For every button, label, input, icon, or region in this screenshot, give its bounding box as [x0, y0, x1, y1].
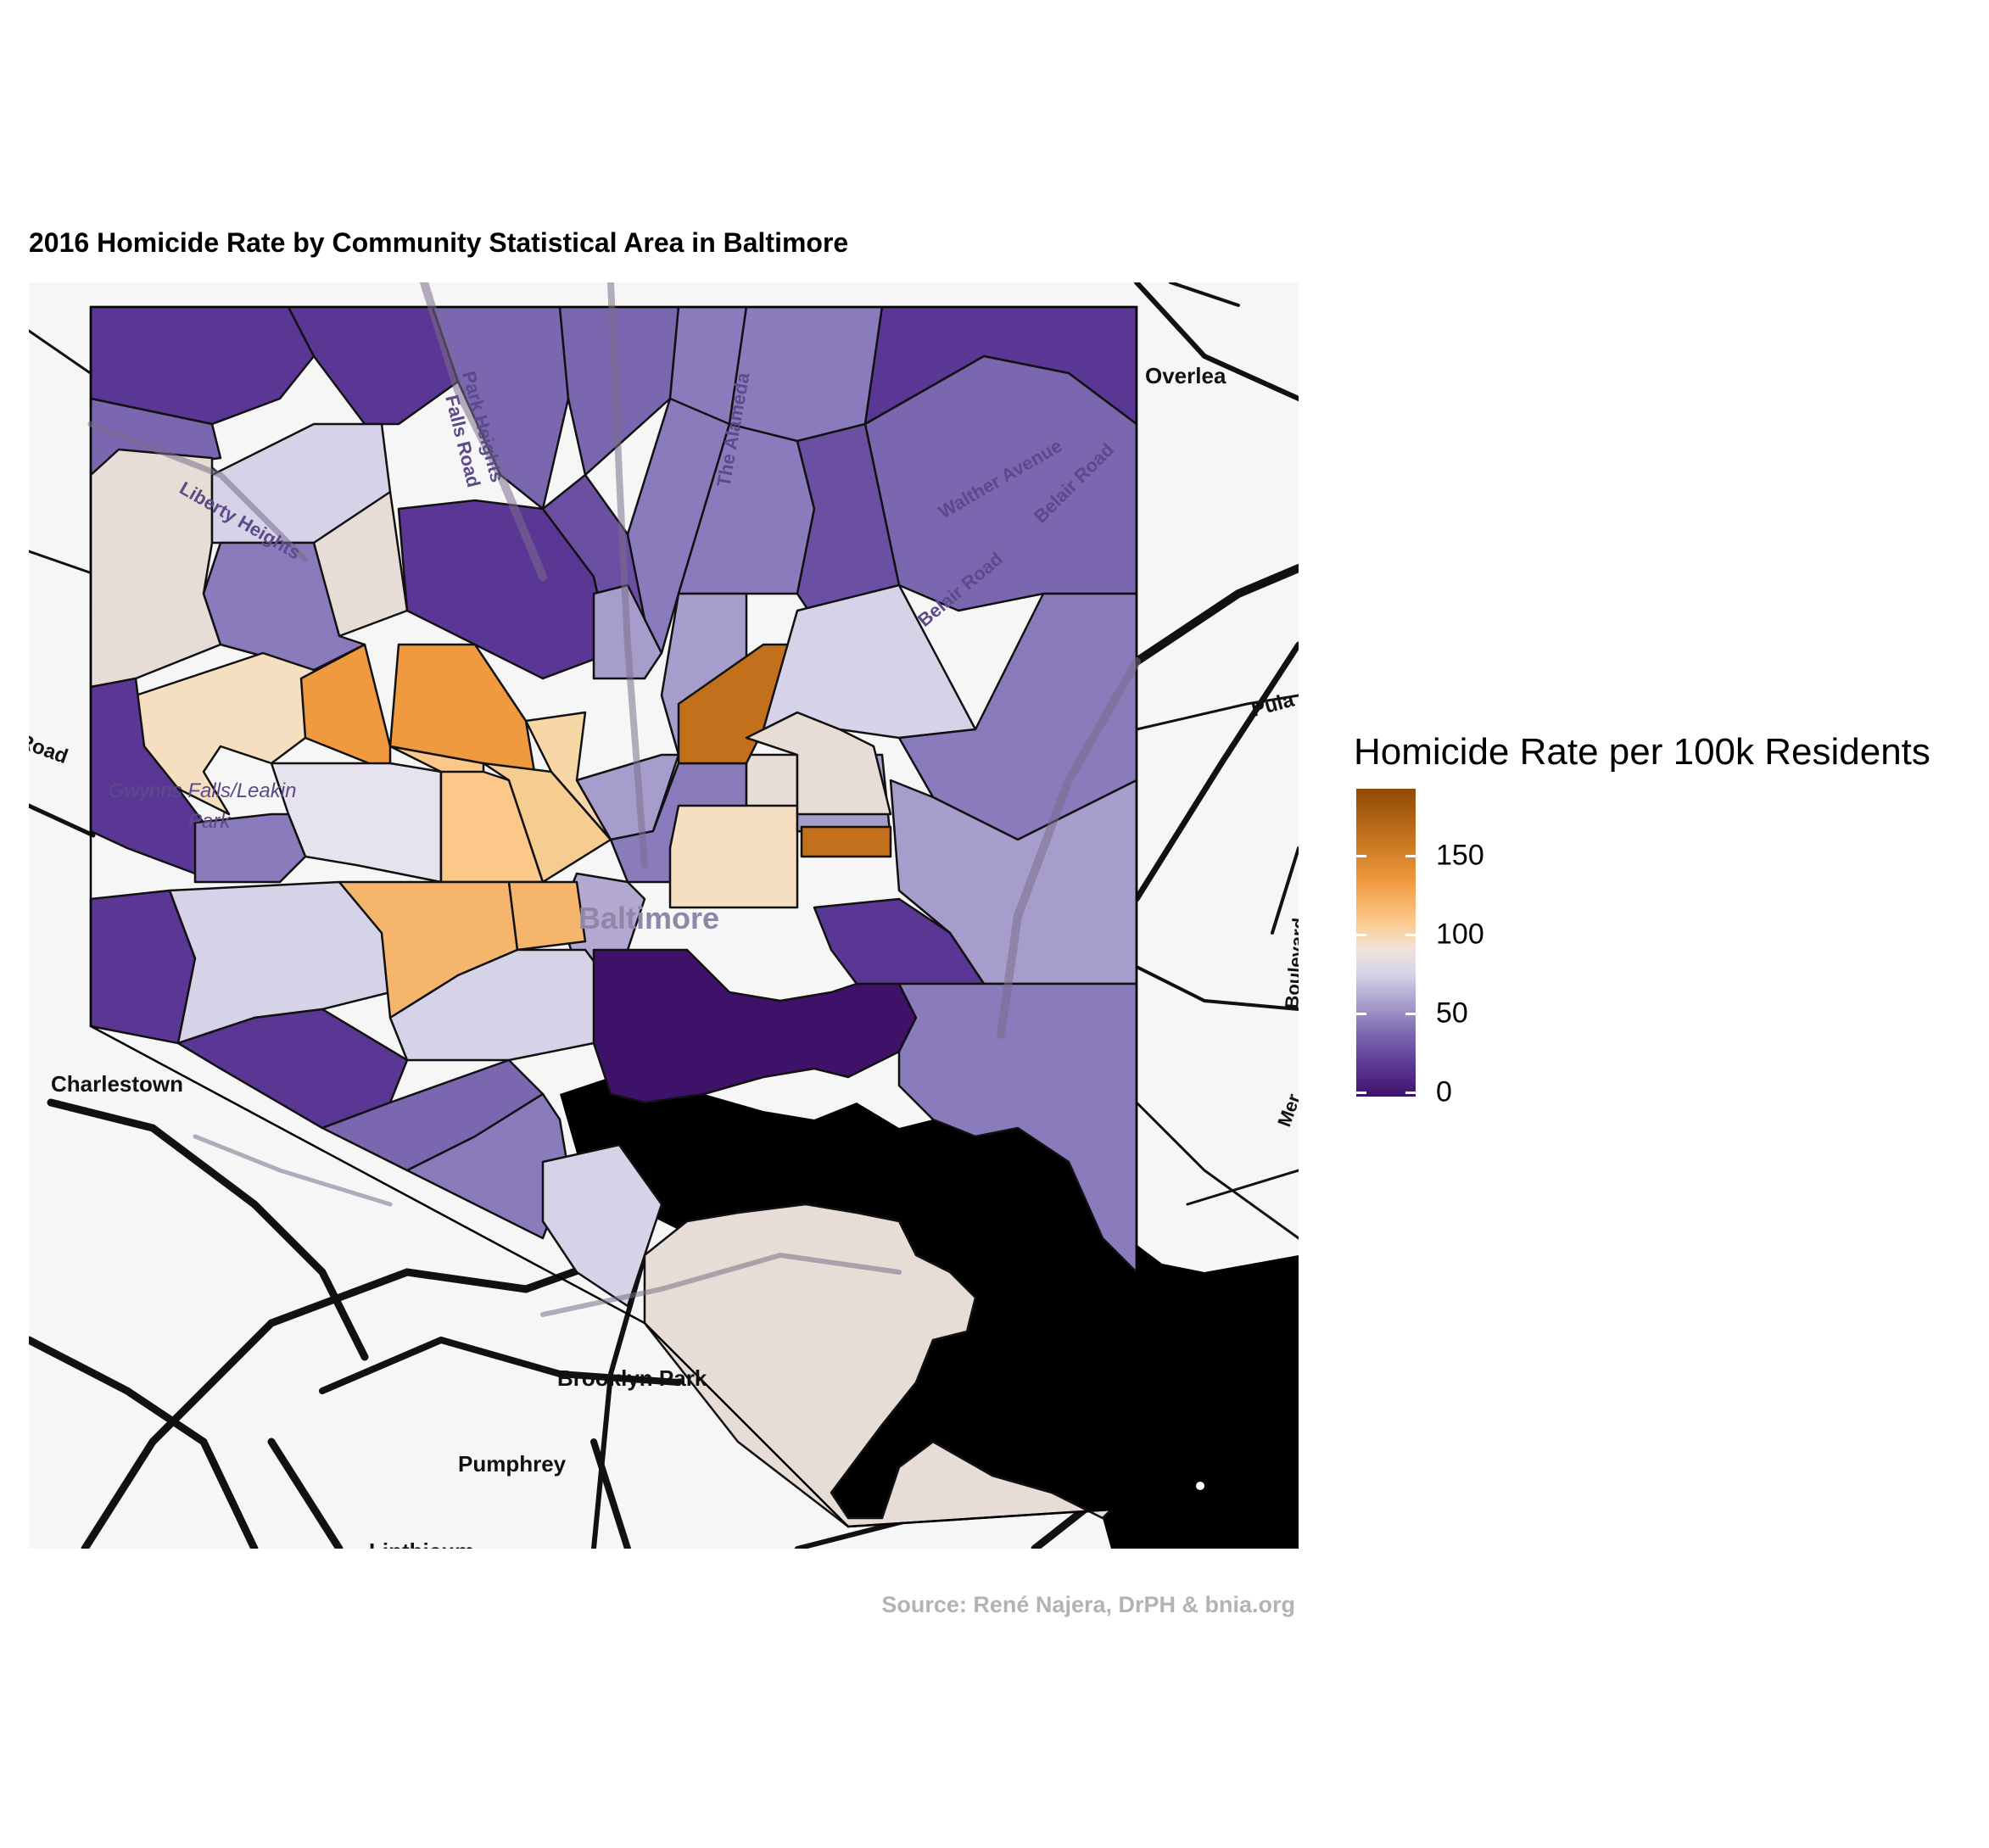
legend-tick-mark — [1405, 1013, 1416, 1015]
csa-polygon — [800, 825, 892, 858]
legend-tick-mark — [1356, 934, 1366, 936]
legend-tick-mark — [1356, 1091, 1366, 1094]
csa-polygon — [193, 812, 307, 884]
source-caption: Source: René Najera, DrPH & bnia.org — [881, 1592, 1295, 1617]
legend-tick-label: 100 — [1436, 918, 1484, 951]
place-label-brooklyn-park: Brooklyn Park — [557, 1365, 707, 1391]
legend-tick-mark — [1356, 855, 1366, 857]
csa-polygon — [668, 804, 799, 909]
legend-tick-mark — [1405, 934, 1416, 936]
map-panel: Overlea Charlestown Brooklyn Park Pumphr… — [29, 282, 1299, 1564]
highways — [87, 282, 1141, 1317]
place-label-charlestown: Charlestown — [51, 1071, 183, 1097]
csa-polygon — [728, 305, 884, 443]
legend-tick-label: 50 — [1436, 997, 1468, 1030]
csa-polygon — [507, 880, 587, 952]
place-label-park: Park — [188, 810, 232, 833]
place-label-pumphrey: Pumphrey — [458, 1451, 567, 1477]
csa-polygon — [299, 643, 392, 773]
legend-colorbar — [1356, 789, 1416, 1097]
csa-polygon — [405, 1092, 570, 1240]
csa-polygon — [575, 753, 680, 841]
place-label-gwynns-falls: Gwynns Falls/Leakin — [109, 779, 296, 802]
harbor-water — [560, 1077, 1299, 1549]
water-marker — [1196, 1482, 1204, 1490]
basemap-roads — [29, 282, 1299, 1549]
legend-tick-mark — [1356, 1013, 1366, 1015]
legend-title: Homicide Rate per 100k Residents — [1354, 731, 1930, 773]
place-label-linthicum: Linthicum — [369, 1538, 474, 1564]
place-label-overlea: Overlea — [1145, 363, 1226, 388]
community-areas — [89, 305, 1138, 1528]
legend-tick-label: 150 — [1436, 839, 1484, 872]
csa-polygon — [541, 1143, 663, 1308]
place-label-baltimore: Baltimore — [578, 901, 719, 935]
map-title: 2016 Homicide Rate by Community Statisti… — [29, 227, 849, 258]
city-boundary — [89, 305, 1138, 1528]
csa-polygon — [176, 1008, 409, 1130]
legend-tick-mark — [1405, 1091, 1416, 1094]
legend-tick-mark — [1405, 855, 1416, 857]
csa-polygon — [643, 1203, 1113, 1528]
legend-tick-label: 0 — [1436, 1075, 1452, 1108]
csa-polygon — [482, 762, 612, 884]
outer-water — [1145, 1255, 1299, 1549]
csa-polygon — [762, 583, 977, 740]
